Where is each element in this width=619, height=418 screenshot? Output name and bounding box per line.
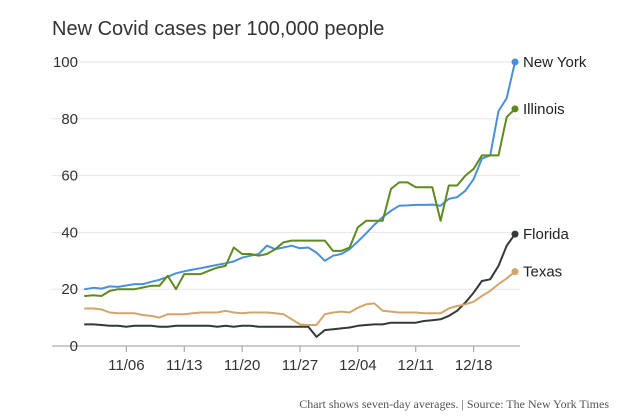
series-line-new-york bbox=[84, 61, 516, 291]
x-tick-label: 12/18 bbox=[455, 357, 493, 374]
series-layer bbox=[84, 58, 519, 338]
chart-title: New Covid cases per 100,000 people bbox=[52, 18, 384, 40]
source-note: Chart shows seven-day averages. | Source… bbox=[299, 397, 609, 411]
x-tick-label: 11/20 bbox=[224, 357, 260, 374]
x-tick-label: 11/06 bbox=[108, 357, 144, 374]
y-tick-label: 60 bbox=[61, 168, 78, 185]
series-endpoint-texas bbox=[511, 268, 519, 276]
series-line-texas bbox=[84, 270, 516, 326]
y-tick-label: 100 bbox=[53, 54, 78, 71]
series-label-florida: Florida bbox=[523, 226, 570, 243]
grid-layer bbox=[52, 61, 520, 347]
x-tick-label: 11/13 bbox=[166, 357, 202, 374]
series-label-new-york: New York bbox=[523, 54, 587, 71]
x-tick-label: 12/04 bbox=[339, 357, 377, 374]
y-tick-label: 40 bbox=[61, 224, 78, 241]
series-line-florida bbox=[84, 233, 516, 338]
x-tick-label: 11/27 bbox=[282, 357, 318, 374]
series-endpoint-new-york bbox=[511, 58, 519, 66]
series-labels: New York Illinois Florida Texas bbox=[523, 54, 587, 281]
x-tick-label: 12/11 bbox=[398, 357, 434, 374]
y-tick-label: 80 bbox=[61, 111, 78, 128]
y-tick-label: 20 bbox=[61, 281, 78, 298]
series-label-texas: Texas bbox=[523, 264, 562, 281]
series-endpoint-florida bbox=[511, 230, 519, 238]
x-axis: 11/06 11/13 11/20 11/27 12/04 12/11 12/18 bbox=[108, 346, 492, 374]
series-label-illinois: Illinois bbox=[523, 101, 565, 118]
y-tick-label: 0 bbox=[70, 338, 78, 355]
series-endpoint-illinois bbox=[511, 105, 519, 113]
series-line-illinois bbox=[84, 107, 516, 297]
y-axis: 0 20 40 60 80 100 bbox=[53, 54, 78, 355]
